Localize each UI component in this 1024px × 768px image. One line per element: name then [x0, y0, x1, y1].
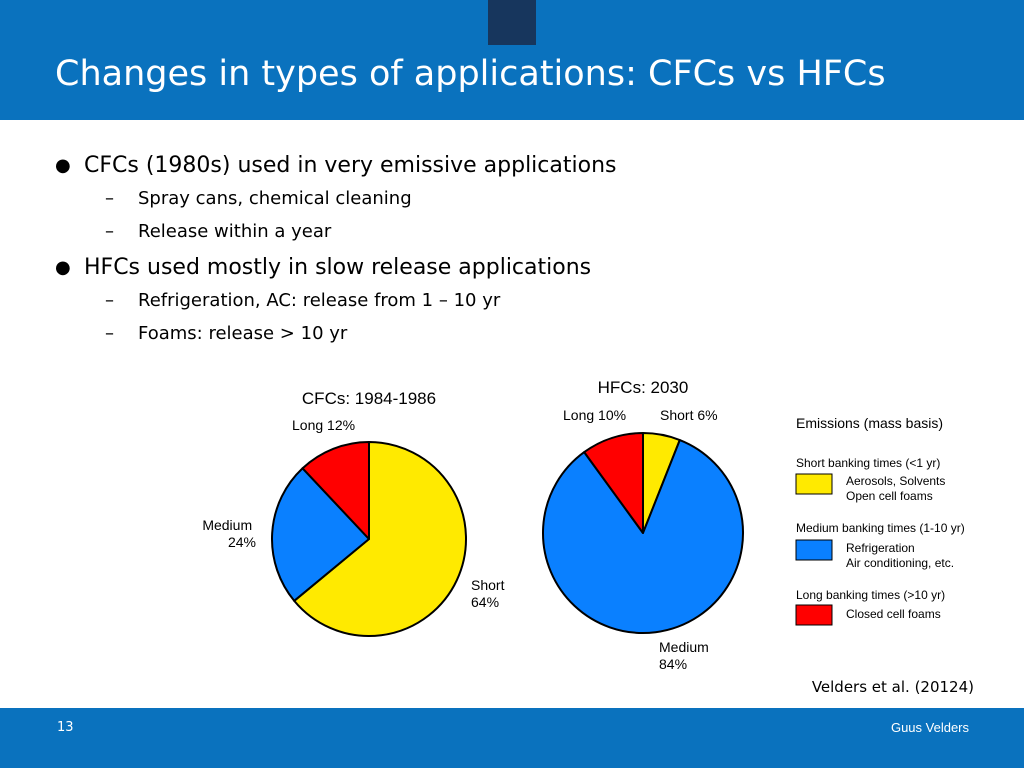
legend-desc-long: Closed cell foams	[846, 607, 941, 621]
legend-desc-short: Aerosols, Solvents Open cell foams	[846, 474, 949, 503]
sub-bullet-text: Foams: release > 10 yr	[138, 323, 348, 344]
header-tab-accent	[488, 0, 536, 45]
pie-charts-figure: CFCs: 1984-1986 Long 12% Medium 24% Shor…	[202, 378, 965, 672]
legend-swatch-medium	[795, 539, 833, 561]
legend-heading-short: Short banking times (<1 yr)	[796, 456, 940, 470]
bullet-text: HFCs used mostly in slow release applica…	[84, 255, 592, 280]
sub-bullet-marker: –	[105, 188, 114, 209]
hfc-chart-title: HFCs: 2030	[598, 378, 689, 397]
bullet-text: CFCs (1980s) used in very emissive appli…	[84, 153, 617, 178]
legend-title: Emissions (mass basis)	[796, 415, 943, 431]
hfc-label-medium: Medium 84%	[659, 639, 713, 672]
header-bar: Changes in types of applications: CFCs v…	[0, 0, 1024, 120]
page-number: 13	[57, 720, 74, 735]
cfc-slice-short	[293, 441, 467, 637]
hfc-slice-long	[583, 432, 644, 534]
cfc-chart-title: CFCs: 1984-1986	[302, 389, 436, 408]
legend-heading-medium: Medium banking times (1-10 yr)	[796, 521, 965, 535]
sub-bullet-text: Spray cans, chemical cleaning	[138, 188, 412, 209]
footer-bar: 13 Guus Velders	[0, 708, 1024, 768]
bullet-list: ● CFCs (1980s) used in very emissive app…	[55, 150, 955, 350]
sub-bullet: – Spray cans, chemical cleaning	[55, 182, 955, 215]
sub-bullet-marker: –	[105, 323, 114, 344]
legend-swatch-short	[795, 473, 833, 495]
citation: Velders et al. (20124)	[811, 678, 974, 696]
slide-title: Changes in types of applications: CFCs v…	[55, 54, 886, 94]
cfc-label-short: Short 64%	[471, 577, 508, 610]
sub-bullet-text: Release within a year	[138, 221, 332, 242]
legend: Emissions (mass basis) Short banking tim…	[795, 415, 965, 626]
sub-bullet-text: Refrigeration, AC: release from 1 – 10 y…	[138, 290, 501, 311]
sub-bullet: – Refrigeration, AC: release from 1 – 10…	[55, 284, 955, 317]
legend-desc-medium: Refrigeration Air conditioning, etc.	[846, 541, 954, 570]
legend-heading-long: Long banking times (>10 yr)	[796, 588, 945, 602]
sub-bullet: – Release within a year	[55, 215, 955, 248]
legend-swatch-long	[795, 604, 833, 626]
sub-bullet-marker: –	[105, 290, 114, 311]
cfc-slice-long	[301, 441, 370, 540]
hfc-slice-medium	[542, 439, 744, 634]
hfc-pie	[542, 432, 744, 634]
bullet-marker: ●	[55, 257, 71, 278]
sub-bullet-marker: –	[105, 221, 114, 242]
sub-bullet: – Foams: release > 10 yr	[55, 317, 955, 350]
cfc-label-medium: Medium 24%	[202, 517, 256, 550]
bullet-cfcs: ● CFCs (1980s) used in very emissive app…	[55, 150, 955, 182]
cfc-pie	[271, 441, 467, 637]
hfc-label-long: Long 10%	[563, 407, 626, 423]
bullet-marker: ●	[55, 155, 71, 176]
cfc-label-long: Long 12%	[292, 417, 355, 433]
footer-author: Guus Velders	[890, 720, 969, 735]
bullet-hfcs: ● HFCs used mostly in slow release appli…	[55, 252, 955, 284]
hfc-label-short: Short 6%	[660, 407, 718, 423]
cfc-slice-medium	[271, 467, 370, 602]
